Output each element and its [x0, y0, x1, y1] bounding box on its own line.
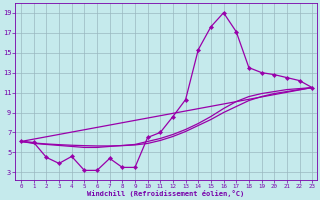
X-axis label: Windchill (Refroidissement éolien,°C): Windchill (Refroidissement éolien,°C) — [87, 190, 244, 197]
